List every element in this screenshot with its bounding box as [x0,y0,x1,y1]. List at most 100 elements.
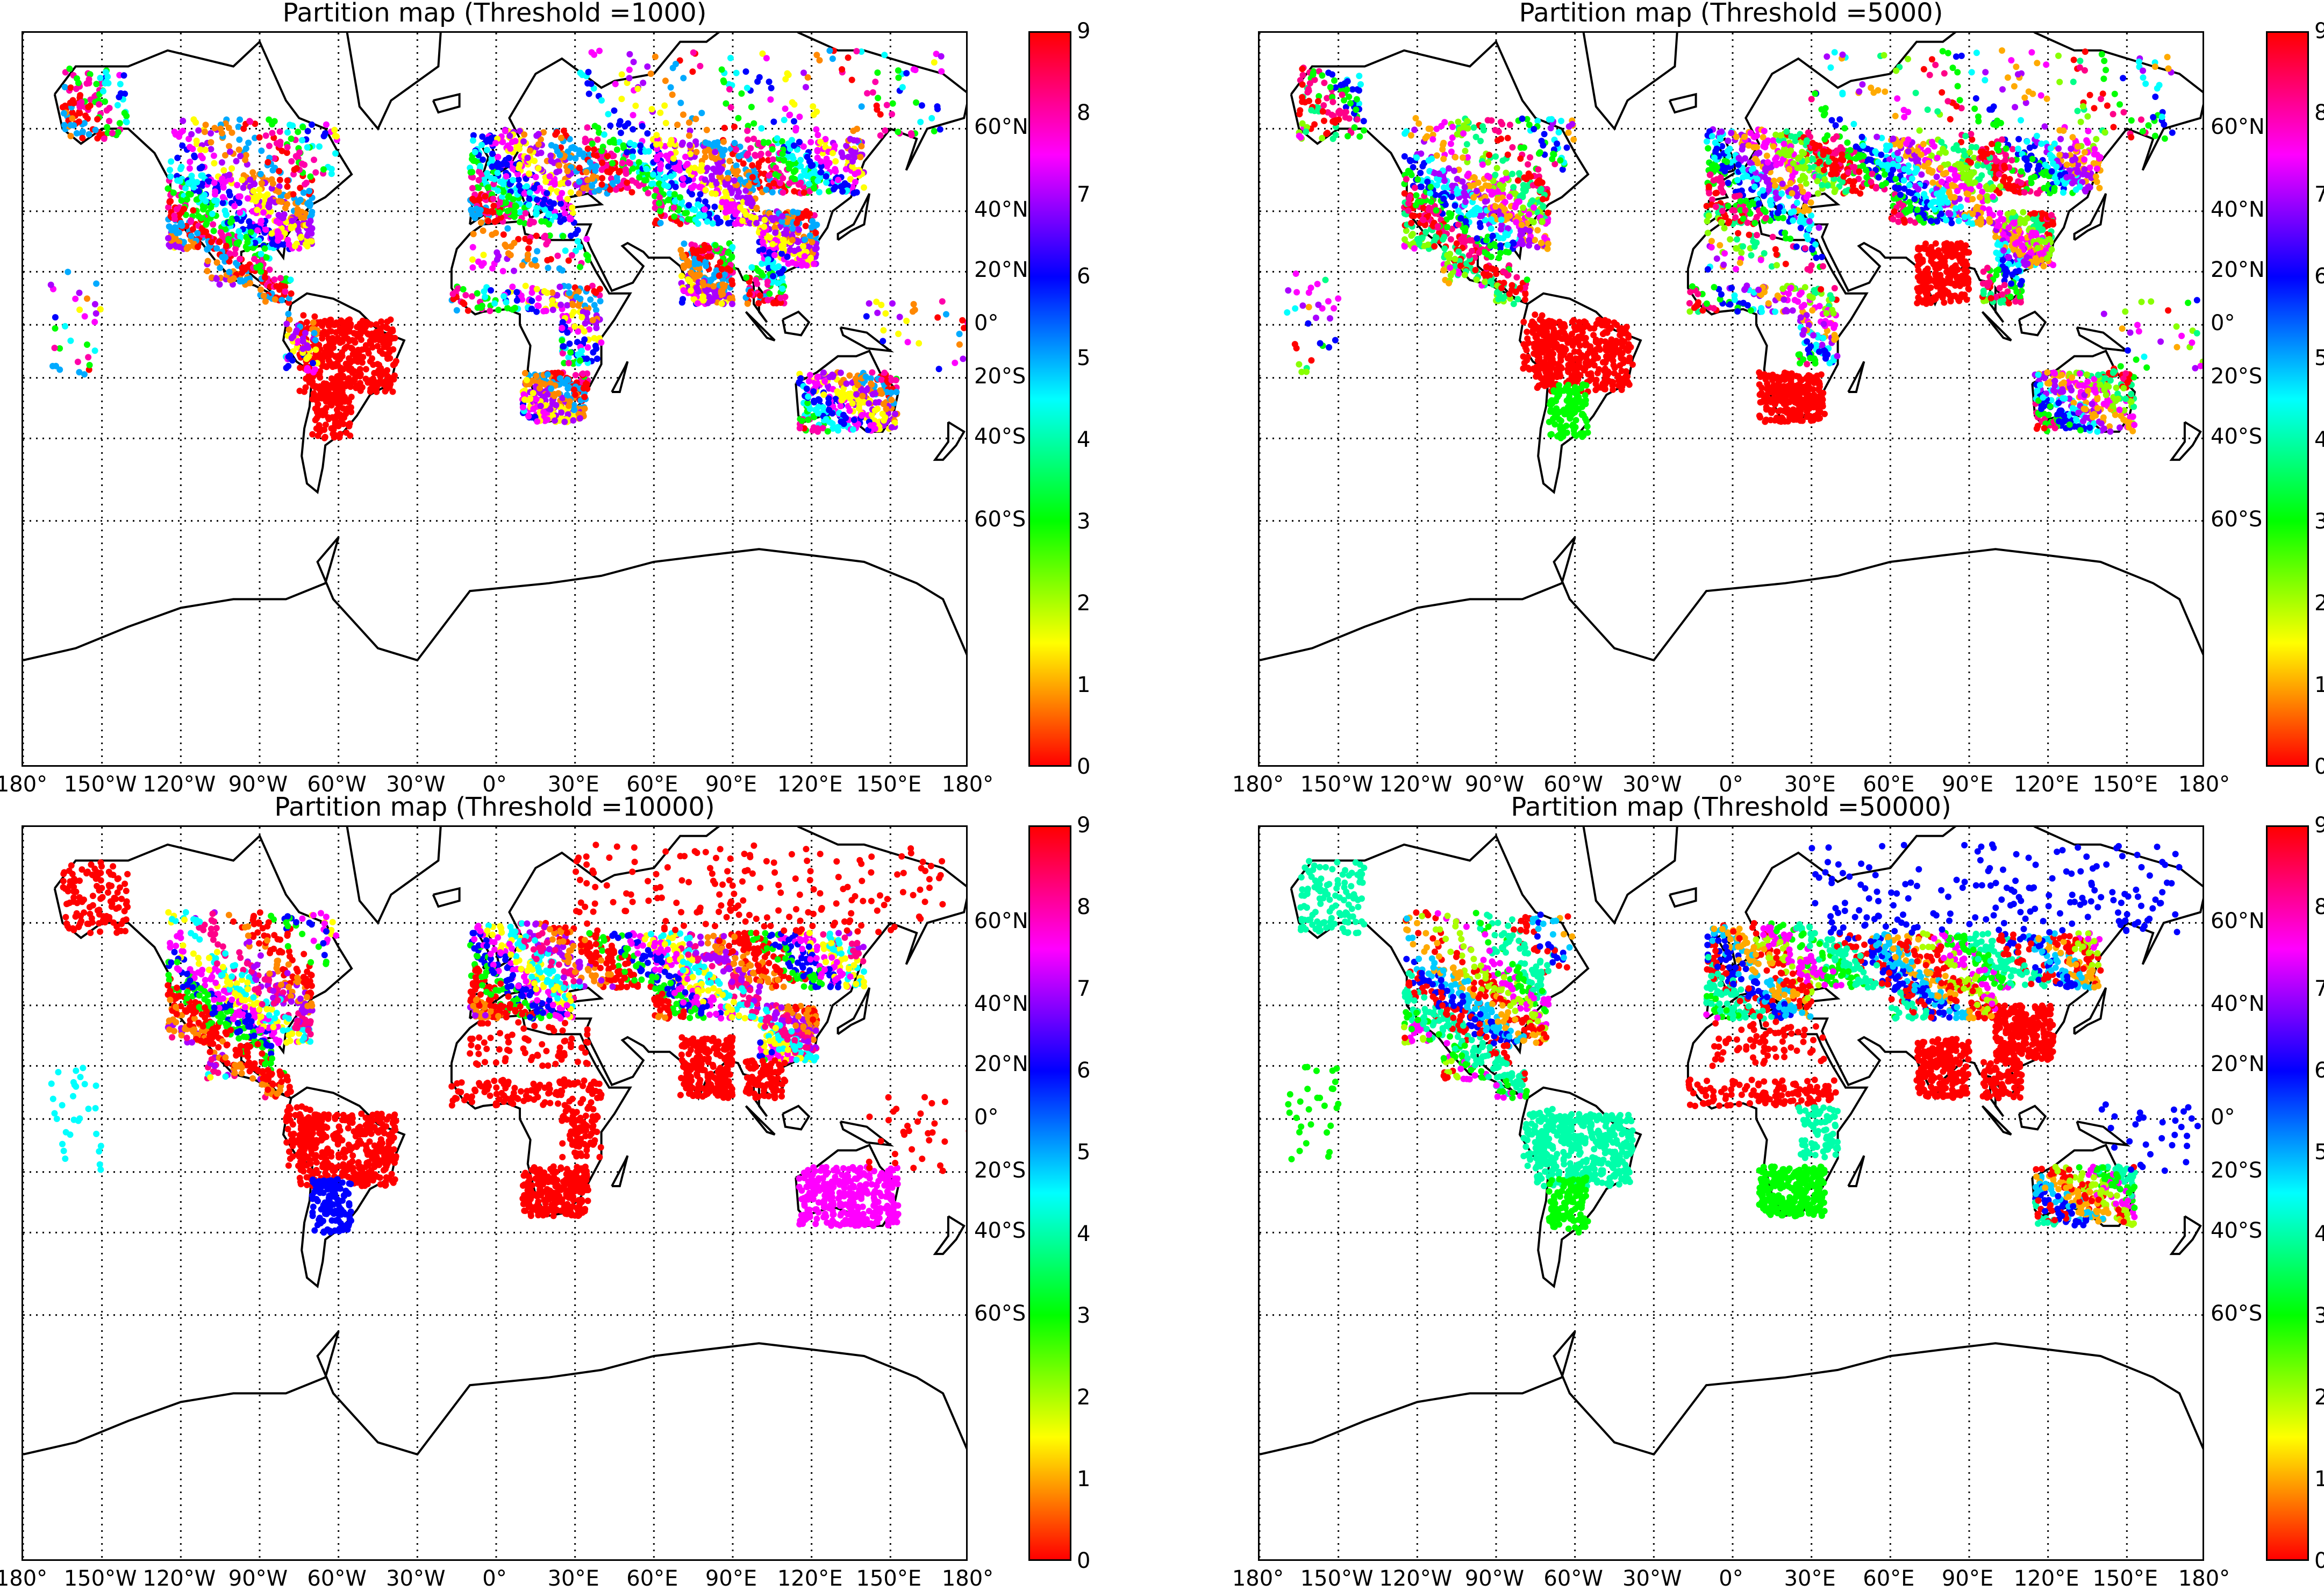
station-point [514,297,520,304]
station-point [704,287,711,294]
station-point [102,98,108,105]
station-point [540,409,547,415]
station-point [795,210,801,216]
station-point [807,372,813,379]
station-point [1418,184,1425,190]
station-point [1426,206,1432,213]
station-point [333,413,339,420]
station-point [178,197,185,204]
coastline [612,361,627,392]
station-point [733,146,739,153]
station-point [219,159,225,166]
station-point [872,79,878,85]
station-point [383,324,389,331]
station-point [725,249,731,256]
station-point [550,201,557,207]
station-point [81,120,88,126]
station-point [810,103,816,110]
partition-points [1284,47,2204,441]
station-point [526,238,533,245]
station-point [276,168,282,174]
station-point [311,313,318,320]
station-point [601,131,607,138]
station-point [234,182,240,188]
station-point [629,189,635,196]
station-point [492,230,499,236]
station-point [829,410,835,417]
station-point [1448,236,1454,242]
colorbar-tick-label: 0 [1077,754,1090,779]
station-point [738,90,745,97]
station-point [488,208,494,215]
station-point [616,122,623,128]
station-point [760,246,767,253]
station-point [479,303,485,309]
station-point [309,431,316,438]
station-point [544,190,550,196]
station-point [820,391,827,398]
station-point [548,386,554,392]
station-point [184,196,190,203]
station-point [533,396,540,402]
station-point [208,130,214,137]
station-point [882,310,889,317]
station-point [496,209,503,216]
station-point [851,417,857,423]
station-point [656,194,663,201]
station-point [564,168,571,174]
station-point [720,281,726,288]
station-point [78,99,85,105]
station-point [799,215,805,221]
station-point [311,330,318,337]
station-point [853,391,860,398]
station-point [567,349,574,355]
station-point [537,385,543,391]
station-point [462,292,469,298]
station-point [320,166,327,173]
station-point [698,162,705,168]
station-point [568,189,574,196]
station-point [737,204,743,211]
station-point [566,290,573,296]
station-point [566,403,572,409]
station-point [789,237,796,243]
station-point [604,153,611,160]
station-point [223,211,230,217]
station-point [736,153,742,160]
station-point [838,390,845,396]
station-point [807,232,813,239]
station-point [847,408,853,414]
station-point [712,149,718,155]
station-point [534,286,540,292]
station-point [890,101,896,107]
station-point [588,81,595,87]
station-point [251,181,258,187]
station-point [934,103,941,110]
station-point [485,218,491,224]
station-point [474,290,481,297]
station-point [889,111,895,117]
station-point [523,210,529,217]
station-point [341,326,348,333]
station-point [525,256,531,262]
station-point [806,378,812,384]
station-point [503,199,509,206]
station-point [845,54,852,61]
station-point [725,175,731,181]
station-point [552,181,558,188]
station-point [748,264,755,270]
station-point [211,160,217,167]
station-point [181,206,187,212]
station-point [535,295,542,302]
station-point [185,180,192,187]
station-point [213,245,220,252]
station-point [332,363,339,369]
station-point [855,382,861,388]
station-point [284,177,291,184]
station-point [593,153,600,159]
station-point [805,394,811,400]
station-point [490,196,497,202]
station-point [783,226,790,233]
station-point [316,422,323,429]
station-point [52,314,59,320]
